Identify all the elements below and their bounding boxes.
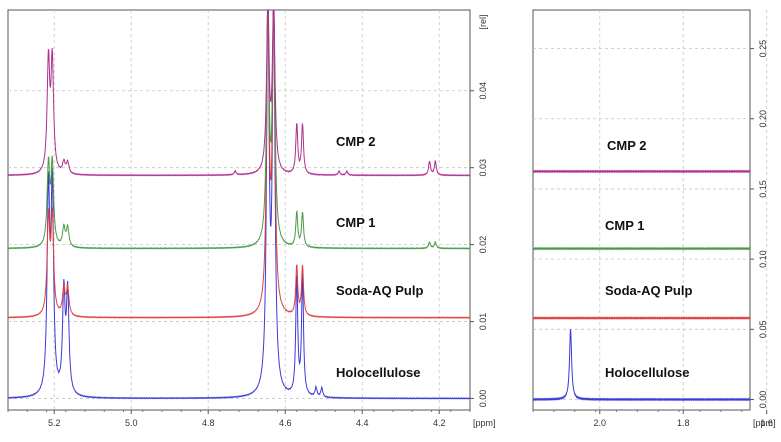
x-axis-label: [ppm] [753,418,776,428]
panel-right: 2.0 1.8 1.6 0.00 0.05 0.10 0.15 0.20 0.25 [ppm] Ho… [532,9,776,428]
y-tick-label: 0.04 [478,82,488,100]
series-label-holocellulose: Holocellulose [336,365,421,380]
spectrum-soda-aq-pulp [8,10,470,319]
x-tick-label: 4.2 [433,418,446,428]
y-tick-label: 0.00 [758,391,768,409]
series-label-cmp-2: CMP 2 [336,134,376,149]
spectrum-cmp-2 [8,10,470,177]
series-label-cmp-1: CMP 1 [336,215,376,230]
x-tick-label: 5.0 [125,418,138,428]
x-tick-label: 4.6 [279,418,292,428]
spectrum-soda-aq-pulp [533,316,750,321]
x-tick-label: 4.8 [202,418,215,428]
spectrum-cmp-1 [8,10,470,250]
x-axis-label: [ppm] [473,418,496,428]
y-tick-label: 0.01 [478,313,488,331]
y-tick-label: 0.25 [758,40,768,58]
x-tick-label: 4.4 [356,418,369,428]
y-tick-label: 0.05 [758,321,768,339]
y-tick-label: 0.02 [478,236,488,254]
series-label-soda-aq-pulp: Soda-AQ Pulp [336,283,423,298]
series-label-soda-aq-pulp: Soda-AQ Pulp [605,283,692,298]
spectrum-cmp-1 [533,246,750,251]
x-tick-label: 5.2 [48,418,61,428]
x-tick-label: 1.6 [760,418,773,428]
plot-frame [7,9,471,411]
y-axis-label: [rel] [478,14,488,29]
series-label-holocellulose: Holocellulose [605,365,690,380]
y-tick-label: 0.10 [758,250,768,268]
y-tick-label: 0.15 [758,180,768,198]
x-tick-label: 1.8 [677,418,690,428]
y-tick-label: 0.00 [478,390,488,408]
spectrum-cmp-2 [533,169,750,174]
plot-frame [532,9,751,411]
x-tick-label: 2.0 [594,418,607,428]
series-label-cmp-1: CMP 1 [605,218,645,233]
y-tick-label: 0.20 [758,110,768,128]
series-label-cmp-2: CMP 2 [607,138,647,153]
panel-left: 5.2 5.0 4.8 4.6 4.4 4.2 0.00 0.01 0.02 0.03 0.04 [p… [7,9,496,428]
spectrum-holocellulose [533,329,750,402]
spectrum-holocellulose [8,10,470,400]
y-tick-label: 0.03 [478,159,488,177]
